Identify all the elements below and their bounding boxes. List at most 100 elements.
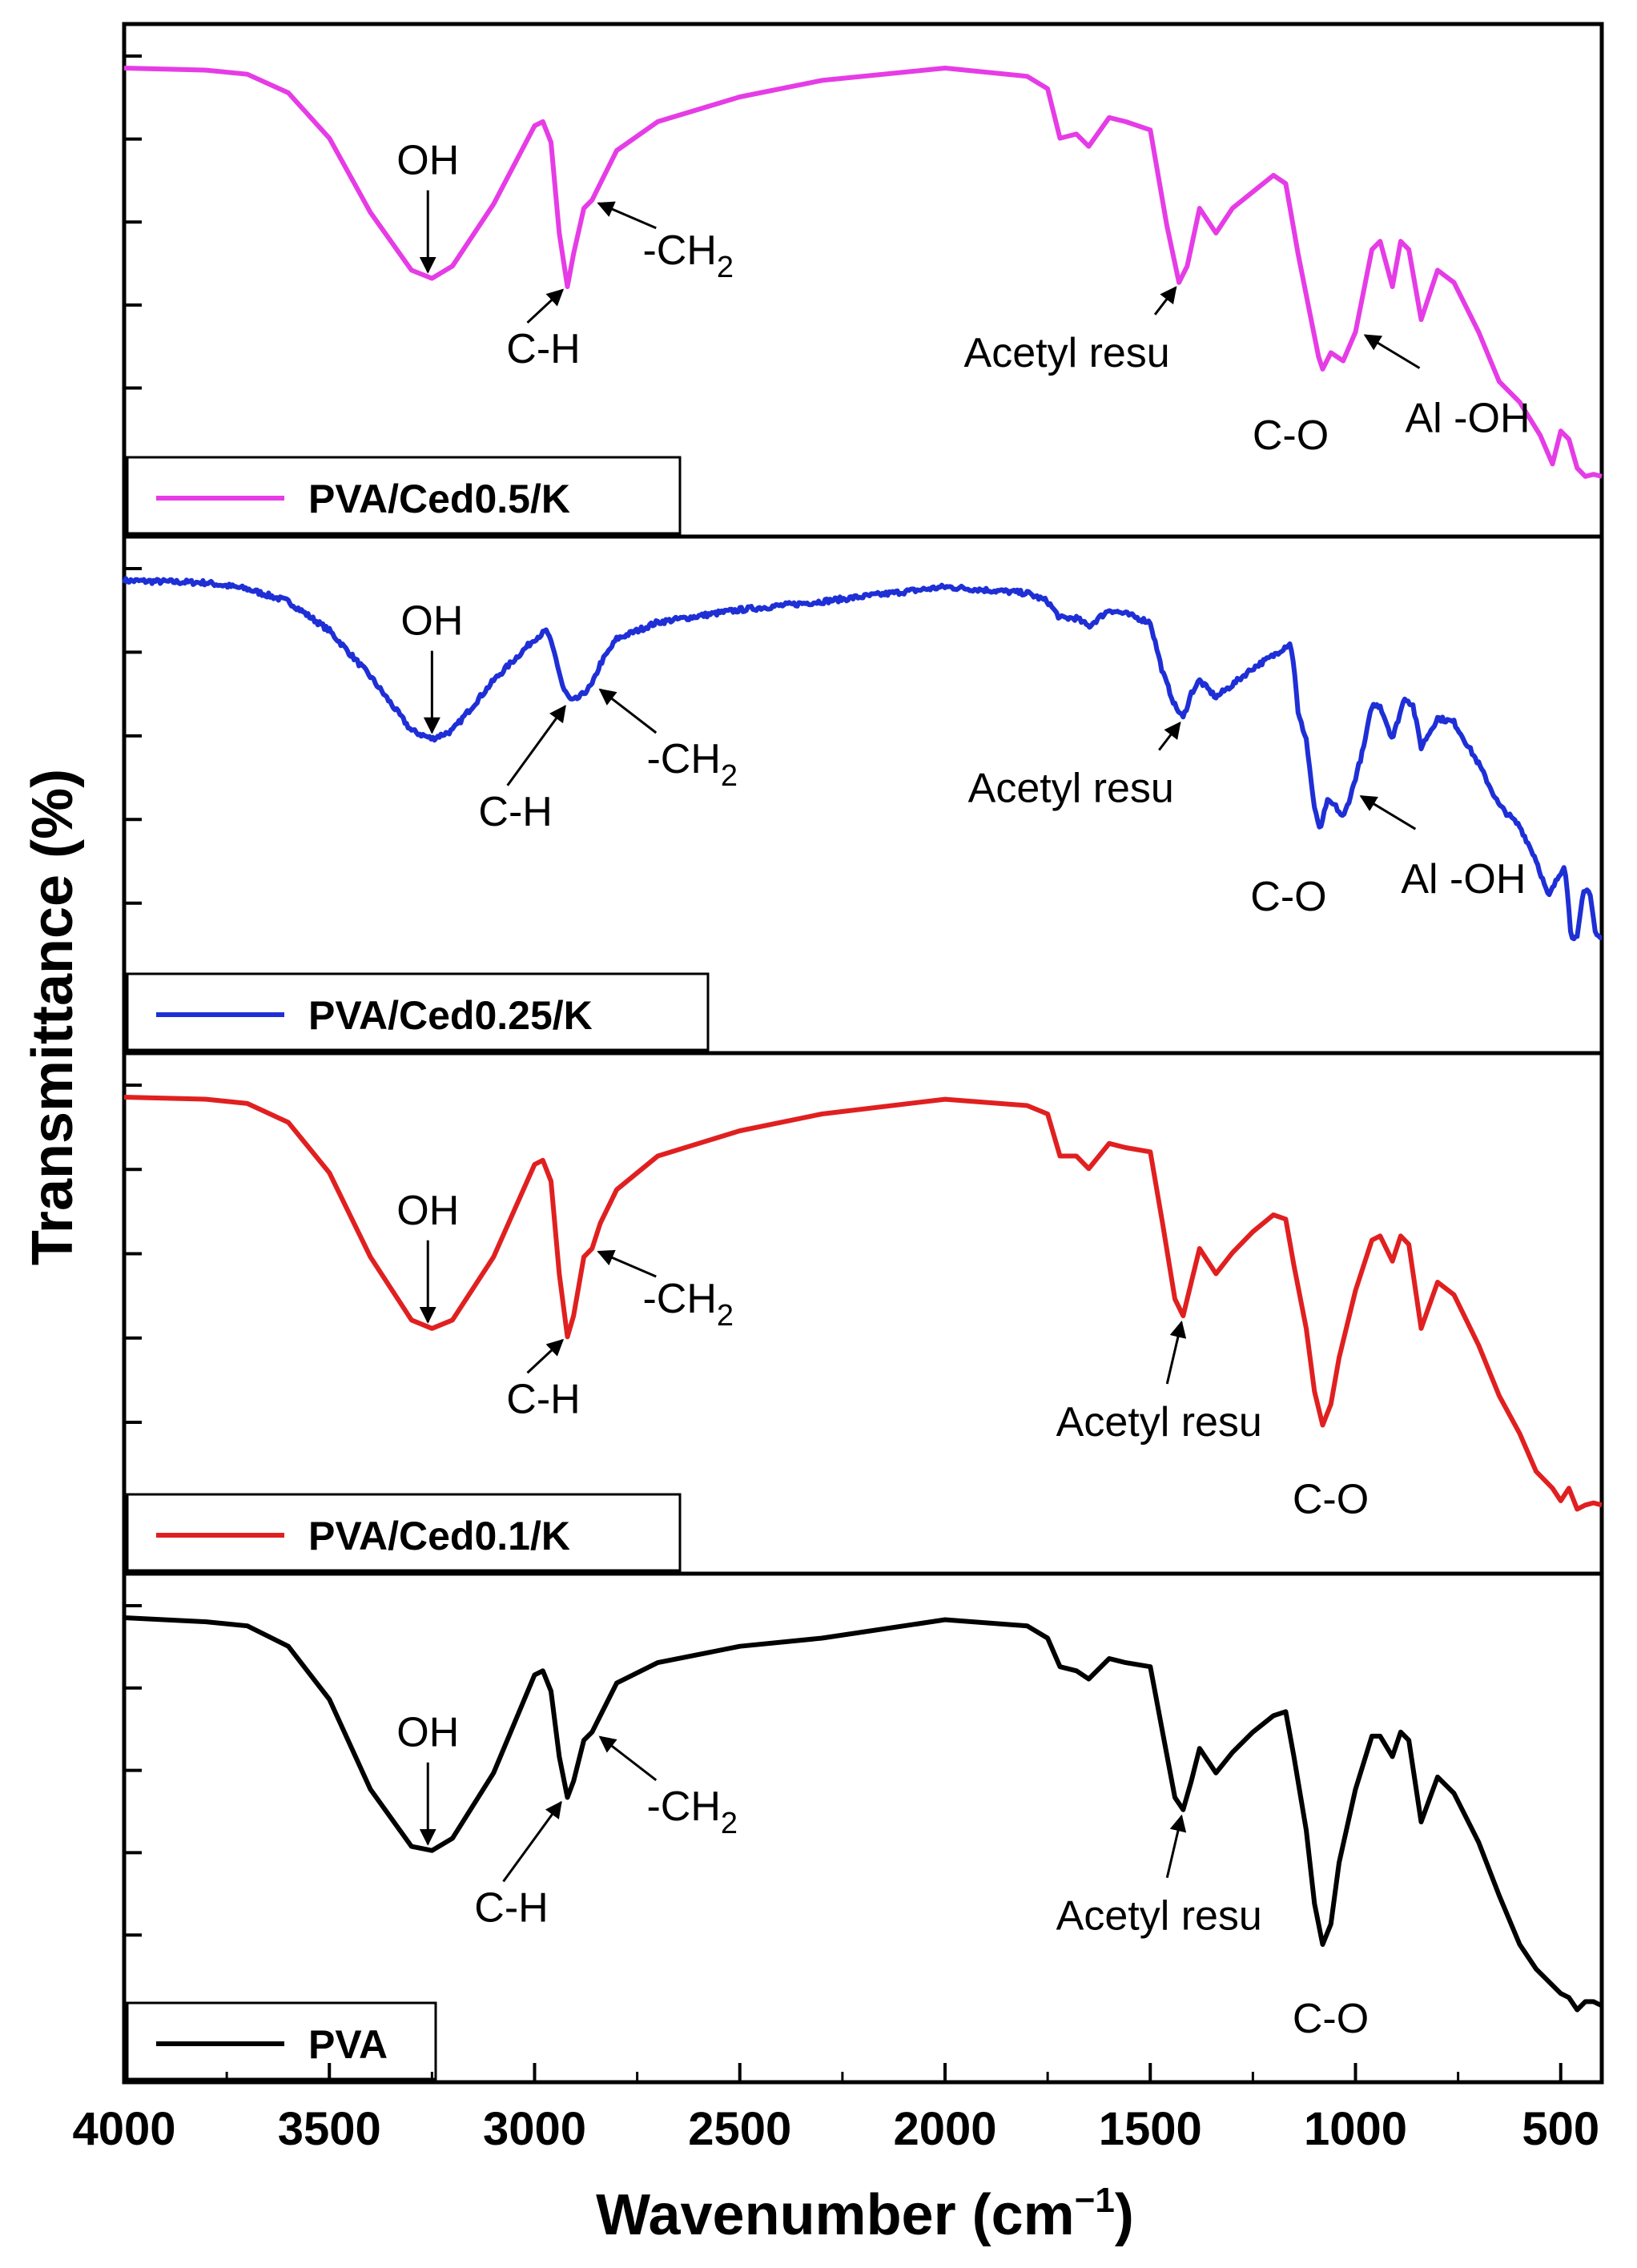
annotation-text: C-H xyxy=(478,789,552,835)
annotation-label: -CH2 xyxy=(646,736,738,793)
annotation-subscript: 2 xyxy=(721,759,738,793)
annotation-label: Acetyl resu xyxy=(1056,1893,1262,1940)
annotation-text: -CH xyxy=(646,736,720,782)
annotation-arrow xyxy=(502,1800,562,1883)
x-tick-label: 2000 xyxy=(893,2103,996,2155)
annotation-text: -CH xyxy=(642,1276,716,1322)
annotation-label: OH xyxy=(400,598,463,645)
annotation-arrow xyxy=(597,201,657,230)
annotation-text: OH xyxy=(396,1710,459,1756)
x-axis-title-close: ) xyxy=(1115,2183,1134,2247)
annotation-text: Acetyl resu xyxy=(964,330,1170,376)
spectrum-line xyxy=(123,1095,1603,1512)
annotation-text: Al -OH xyxy=(1401,856,1526,903)
annotation-text: C-H xyxy=(474,1884,548,1931)
annotation-label: -CH2 xyxy=(642,1276,734,1333)
annotations: OH C-H -CH2 Acetyl resu C-O Al -OH xyxy=(396,138,1530,459)
annotation-arrow xyxy=(526,1338,565,1374)
legend: PVA/Ced0.1/K xyxy=(126,1493,682,1572)
legend-box xyxy=(126,456,682,535)
annotation-subscript: 2 xyxy=(721,1807,738,1840)
annotation-label: Acetyl resu xyxy=(1056,1399,1262,1446)
annotation-text: OH xyxy=(396,138,459,184)
annotation-label: C-O xyxy=(1293,1996,1369,2042)
x-axis-title: Wavenumber (cm−1) xyxy=(596,2181,1134,2247)
annotation-text: C-H xyxy=(506,1376,580,1422)
legend-label: PVA/Ced0.25/K xyxy=(308,993,593,1038)
annotation-label: Acetyl resu xyxy=(964,330,1170,376)
legend-label: PVA xyxy=(308,2022,388,2067)
legend-label: PVA/Ced0.5/K xyxy=(308,477,570,521)
annotation-label: C-H xyxy=(474,1884,548,1931)
x-tick-label: 1000 xyxy=(1304,2103,1407,2155)
annotation-label: OH xyxy=(396,1710,459,1756)
annotation-subscript: 2 xyxy=(717,251,734,284)
annotation-arrow xyxy=(1153,286,1177,316)
annotation-text: C-O xyxy=(1250,874,1326,920)
panel-4: PVA OH C-H -CH2 Acetyl resu C-O xyxy=(122,1571,1604,2085)
x-axis-title-unit-exponent: −1 xyxy=(1075,2181,1115,2220)
annotation-label: Al -OH xyxy=(1401,856,1526,903)
panel-2: PVA/Ced0.25/K OH C-H -CH2 Acetyl resu C-O Al -… xyxy=(122,534,1604,1056)
y-ticks xyxy=(124,1604,142,2020)
annotation-subscript: 2 xyxy=(717,1299,734,1333)
annotation-text: Acetyl resu xyxy=(1056,1399,1262,1446)
legend-box xyxy=(126,1493,682,1572)
annotation-text: -CH xyxy=(642,227,716,274)
annotation-arrow xyxy=(1165,1320,1187,1385)
annotation-label: OH xyxy=(396,1188,459,1234)
annotation-label: Acetyl resu xyxy=(968,766,1174,812)
annotation-text: Acetyl resu xyxy=(968,766,1174,812)
y-ticks xyxy=(124,54,142,473)
spectrum-line xyxy=(122,576,1603,942)
annotation-text: C-O xyxy=(1293,1477,1369,1523)
x-tick-label: 3000 xyxy=(483,2103,586,2155)
annotation-label: C-O xyxy=(1293,1477,1369,1523)
panel-3: PVA/Ced0.1/K OH C-H -CH2 Acetyl resu C-O xyxy=(122,1051,1604,1576)
x-tick-label: 500 xyxy=(1522,2103,1599,2155)
annotation-text: C-O xyxy=(1253,412,1329,459)
annotation-label: OH xyxy=(396,138,459,184)
annotations: OH C-H -CH2 Acetyl resu C-O xyxy=(396,1188,1369,1523)
legend-box xyxy=(126,972,710,1052)
spectrum-line xyxy=(123,1615,1603,2013)
y-ticks xyxy=(124,1084,142,1509)
annotation-label: C-H xyxy=(478,789,552,835)
legend: PVA xyxy=(126,2001,437,2081)
annotations: OH C-H -CH2 Acetyl resu C-O Al -OH xyxy=(400,598,1526,920)
annotation-label: Al -OH xyxy=(1406,396,1530,442)
panel-frame xyxy=(122,1571,1604,2085)
annotation-arrow xyxy=(598,688,658,734)
annotation-arrow xyxy=(1359,794,1417,830)
annotation-label: -CH2 xyxy=(642,227,734,284)
annotation-label: C-O xyxy=(1250,874,1326,920)
annotation-text: C-H xyxy=(506,326,580,372)
x-tick-label: 3500 xyxy=(278,2103,381,2155)
legend: PVA/Ced0.5/K xyxy=(126,456,682,535)
annotations: OH C-H -CH2 Acetyl resu C-O xyxy=(396,1710,1369,2042)
annotation-arrow xyxy=(1158,721,1181,751)
annotation-arrow xyxy=(598,1735,658,1781)
annotation-arrow xyxy=(1363,334,1421,369)
panel-1: PVA/Ced0.5/K OH C-H -CH2 Acetyl resu C-O Al -O… xyxy=(122,22,1604,539)
annotation-label: C-H xyxy=(506,1376,580,1422)
x-tick-label: 4000 xyxy=(72,2103,175,2155)
annotation-arrow xyxy=(1165,1814,1187,1879)
annotation-arrow xyxy=(526,288,565,324)
annotation-text: -CH xyxy=(646,1783,720,1830)
annotation-label: -CH2 xyxy=(646,1783,738,1840)
annotation-text: OH xyxy=(400,598,463,645)
y-ticks xyxy=(124,567,142,989)
annotation-text: Acetyl resu xyxy=(1056,1893,1262,1940)
legend-label: PVA/Ced0.1/K xyxy=(308,1514,570,1558)
annotation-label: C-O xyxy=(1253,412,1329,459)
spectrum-line xyxy=(123,66,1603,479)
annotation-text: OH xyxy=(396,1188,459,1234)
x-axis: 4000 3500 3000 2500 2000 1500 1000 500 xyxy=(72,2063,1599,2155)
annotation-text: Al -OH xyxy=(1406,396,1530,442)
legend-box xyxy=(126,2001,437,2081)
x-tick-label: 2500 xyxy=(688,2103,791,2155)
y-axis-title: Transmittance (%) xyxy=(21,769,85,1265)
